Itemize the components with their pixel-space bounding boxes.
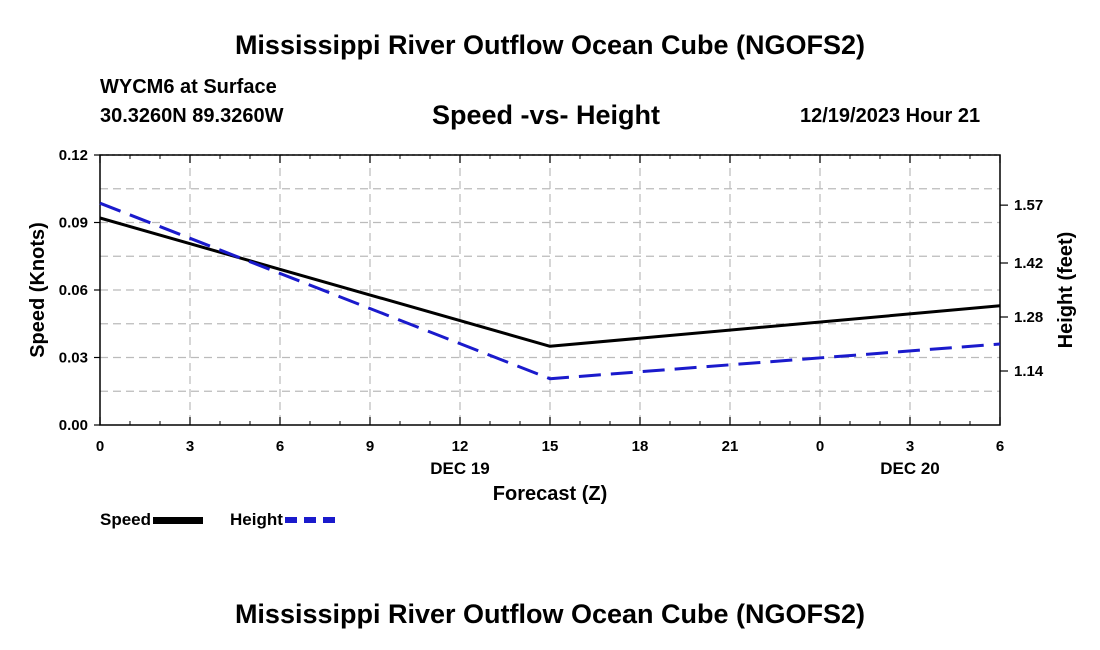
legend-speed-label: Speed	[100, 510, 152, 529]
x-tick-label: 6	[996, 438, 1004, 455]
y-right-tick-label: 1.57	[1014, 197, 1043, 214]
series-lines	[99, 201, 1001, 381]
x-axis-title: Forecast (Z)	[493, 483, 607, 505]
x-tick-label: 12	[452, 438, 469, 455]
x-tick-label: 3	[906, 438, 914, 455]
y-right-tick-label: 1.14	[1014, 363, 1044, 380]
forecast-datetime: 12/19/2023 Hour 21	[800, 105, 981, 127]
x-tick-label: 21	[722, 438, 739, 455]
y-left-tick-label: 0.12	[59, 147, 88, 164]
y-right-tick-label: 1.42	[1014, 255, 1043, 272]
x-tick-label: 0	[816, 438, 824, 455]
y-left-tick-label: 0.00	[59, 417, 88, 434]
left-y-axis-title: Speed (Knots)	[27, 222, 49, 358]
grid-lines	[100, 154, 1000, 425]
legend-height-label: Height	[230, 510, 283, 529]
chart-subtitle: Speed -vs- Height	[432, 100, 661, 130]
legend-height-swatch	[284, 517, 335, 523]
station-label: WYCM6 at Surface	[100, 76, 277, 98]
x-tick-label: 15	[542, 438, 559, 455]
legend-speed-swatch	[153, 516, 204, 524]
y-right-tick-label: 1.28	[1014, 309, 1043, 326]
y-left-tick-label: 0.06	[59, 282, 88, 299]
right-y-axis-title: Height (feet)	[1055, 232, 1077, 349]
x-tick-label: 3	[186, 438, 194, 455]
x-tick-label: 6	[276, 438, 284, 455]
footer-title: Mississippi River Outflow Ocean Cube (NG…	[234, 599, 866, 629]
date-label: DEC 20	[880, 459, 940, 478]
axis-labels: 0 3 6 9 12 15 18 21 0 3 6 DEC 19 DEC 20 0.00 0.03 0.06 0…	[59, 147, 1044, 478]
axis-ticks	[94, 154, 1008, 426]
series-height-line	[99, 201, 1001, 381]
y-left-tick-label: 0.03	[59, 350, 88, 367]
legend-height: Height	[230, 510, 335, 530]
legend-speed: Speed	[100, 510, 204, 530]
x-tick-label: 18	[632, 438, 649, 455]
x-tick-label: 9	[366, 438, 374, 455]
chart-main-title: Mississippi River Outflow Ocean Cube (NG…	[234, 30, 866, 60]
x-tick-label: 0	[96, 438, 104, 455]
date-label: DEC 19	[430, 459, 490, 478]
y-left-tick-label: 0.09	[59, 215, 88, 232]
coordinates-label: 30.3260N 89.3260W	[100, 105, 284, 127]
